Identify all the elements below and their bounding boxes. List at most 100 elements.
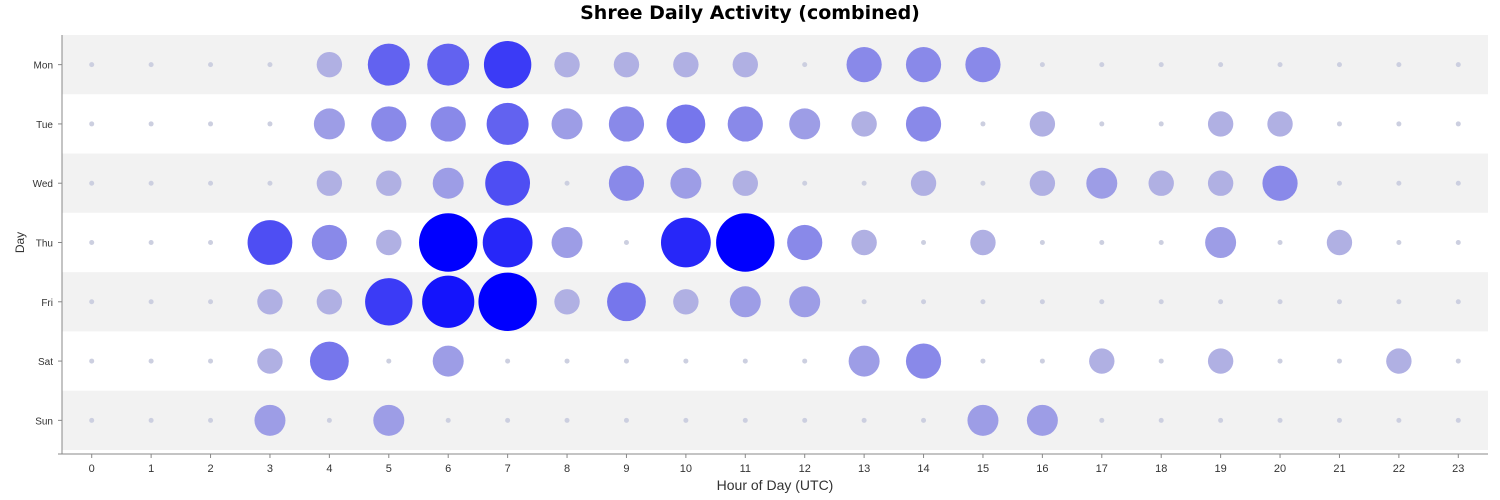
bubble-wed-19 <box>1207 170 1234 196</box>
bubble-mon-2 <box>208 62 214 68</box>
bubble-fri-13 <box>861 299 867 305</box>
bubble-mon-18 <box>1158 62 1164 68</box>
bubble-tue-9 <box>608 106 645 142</box>
bubble-mon-8 <box>554 51 580 78</box>
bubble-sun-20 <box>1277 417 1283 423</box>
bubble-sun-15 <box>967 404 999 436</box>
x-tick-label: 7 <box>505 463 511 475</box>
bubble-fri-14 <box>921 299 927 305</box>
bubble-sat-18 <box>1158 358 1164 364</box>
bubble-wed-7 <box>485 160 531 206</box>
bubble-thu-16 <box>1039 240 1045 245</box>
bubble-sat-3 <box>257 348 283 374</box>
bubble-thu-13 <box>851 229 877 256</box>
x-tick-label: 18 <box>1155 463 1167 475</box>
bubble-fri-3 <box>257 289 283 315</box>
bubble-sun-5 <box>373 404 405 436</box>
bubble-fri-15 <box>980 299 986 305</box>
bubble-fri-20 <box>1277 299 1283 305</box>
x-tick-label: 13 <box>858 463 870 475</box>
y-tick-label: Sun <box>35 416 53 427</box>
bubble-thu-9 <box>623 240 629 245</box>
bubble-sun-2 <box>208 417 214 423</box>
row-band-wed <box>62 153 1488 213</box>
bubble-fri-5 <box>365 278 413 326</box>
bubble-thu-12 <box>787 224 823 261</box>
x-tick-label: 6 <box>445 463 451 475</box>
bubble-mon-6 <box>427 43 470 86</box>
bubbles <box>89 40 1461 436</box>
bubble-sun-11 <box>742 417 748 423</box>
bubble-mon-13 <box>846 47 882 83</box>
bubble-tue-2 <box>208 121 214 127</box>
bubble-thu-17 <box>1099 240 1105 245</box>
x-tick-label: 4 <box>326 463 332 475</box>
x-tick-label: 0 <box>89 463 95 475</box>
bubble-sat-6 <box>432 345 464 377</box>
bubble-mon-10 <box>673 51 699 78</box>
bubble-wed-12 <box>802 180 808 186</box>
bubble-fri-22 <box>1396 299 1402 305</box>
bubble-wed-4 <box>316 170 343 196</box>
x-tick-label: 16 <box>1036 463 1048 475</box>
bubble-mon-4 <box>316 51 343 78</box>
x-tick-label: 5 <box>386 463 392 475</box>
bubble-wed-17 <box>1086 167 1118 199</box>
bubble-mon-1 <box>148 62 154 68</box>
bubble-sun-7 <box>505 417 511 423</box>
row-band-mon <box>62 35 1488 95</box>
bubble-mon-16 <box>1039 62 1045 68</box>
bubble-fri-0 <box>89 299 95 305</box>
bubble-wed-3 <box>267 180 273 186</box>
bubble-tue-8 <box>551 108 583 140</box>
bubble-sat-16 <box>1039 358 1045 364</box>
bubble-sun-19 <box>1218 417 1224 423</box>
row-band-fri <box>62 272 1488 332</box>
bubble-wed-13 <box>861 180 867 186</box>
bubble-tue-5 <box>371 106 407 142</box>
bubble-mon-15 <box>965 47 1001 83</box>
bubble-sat-11 <box>742 358 748 364</box>
y-tick-label: Tue <box>36 120 53 131</box>
x-tick-label: 23 <box>1452 463 1464 475</box>
x-tick-label: 17 <box>1096 463 1108 475</box>
bubble-sun-13 <box>861 417 867 423</box>
bubble-mon-22 <box>1396 62 1402 68</box>
bubble-wed-6 <box>432 167 464 199</box>
bubble-sat-23 <box>1455 358 1461 364</box>
bubble-tue-11 <box>727 106 763 142</box>
chart-title: Shree Daily Activity (combined) <box>580 2 920 24</box>
bubble-tue-15 <box>980 121 986 127</box>
bubble-thu-4 <box>311 224 347 261</box>
x-tick-label: 11 <box>740 463 751 475</box>
bubble-fri-11 <box>729 286 761 318</box>
row-bands <box>62 35 1488 450</box>
x-tick-label: 9 <box>623 463 629 475</box>
bubble-mon-9 <box>613 51 640 78</box>
bubble-sat-10 <box>683 358 689 364</box>
bubble-thu-10 <box>660 217 711 268</box>
bubble-tue-1 <box>148 121 154 127</box>
bubble-thu-5 <box>376 229 402 256</box>
bubble-fri-19 <box>1218 299 1224 305</box>
axes <box>58 35 1488 455</box>
y-tick-label: Thu <box>36 239 53 250</box>
bubble-wed-11 <box>732 170 758 196</box>
bubble-tue-7 <box>486 102 529 145</box>
x-tick-labels: 0 1 2 3 4 5 6 7 8 9 10 11 12 13 14 15 16 17 18 19 20 21 22 23 <box>89 454 1464 475</box>
row-band-tue <box>62 94 1488 154</box>
x-tick-label: 1 <box>148 463 154 475</box>
bubble-mon-0 <box>89 62 95 68</box>
bubble-sun-21 <box>1336 417 1342 423</box>
bubble-sat-20 <box>1277 358 1283 364</box>
bubble-wed-15 <box>980 180 986 186</box>
bubble-sat-13 <box>848 345 880 377</box>
bubble-sat-21 <box>1336 358 1342 364</box>
x-tick-label: 15 <box>977 463 989 475</box>
bubble-wed-9 <box>608 165 645 201</box>
bubble-thu-0 <box>89 240 95 245</box>
bubble-sat-15 <box>980 358 986 364</box>
bubble-thu-18 <box>1158 240 1164 245</box>
bubble-fri-8 <box>554 289 580 315</box>
